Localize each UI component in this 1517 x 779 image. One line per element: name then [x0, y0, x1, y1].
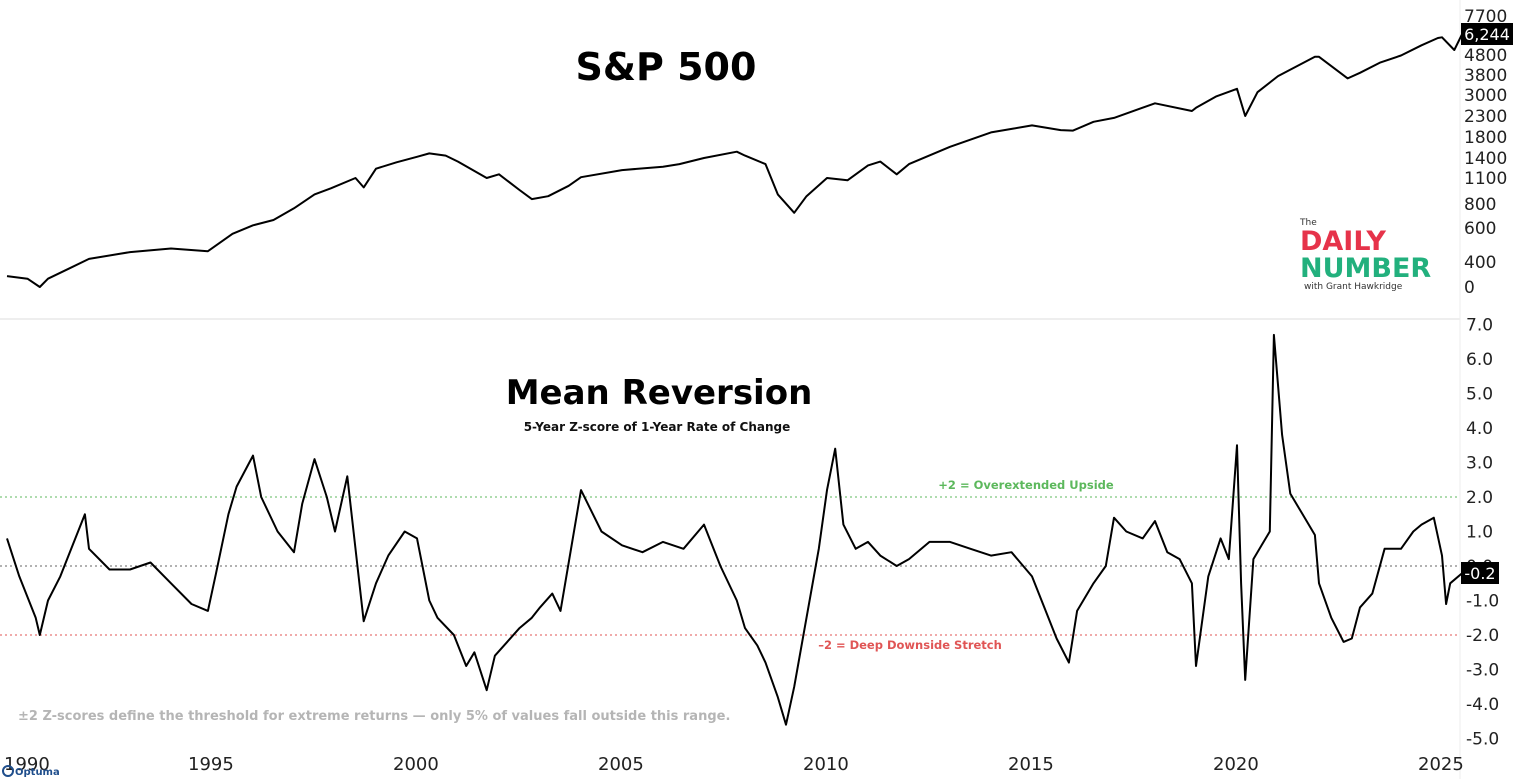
x-tick-label: 2020: [1213, 754, 1259, 775]
top-y-tick-label: 800: [1464, 195, 1496, 215]
x-axis: 1990 1995 2000 2005 2010 2015 2020 2025: [4, 754, 1464, 775]
bottom-y-tick-label: -1.0: [1466, 592, 1499, 612]
bottom-y-tick-label: 2.0: [1466, 488, 1493, 508]
daily-number-logo: The DAILY NUMBER with Grant Hawkridge: [1299, 218, 1431, 292]
bottom-y-tick-label: -4.0: [1466, 695, 1499, 715]
top-y-tick-label: 1400: [1464, 149, 1507, 169]
bottom-y-tick-label: 7.0: [1466, 316, 1493, 336]
bottom-y-tick-label: 4.0: [1466, 419, 1493, 439]
bottom-y-tick-label: 5.0: [1466, 385, 1493, 405]
top-y-tick-label: 1100: [1464, 169, 1507, 189]
top-y-tick-label: 2300: [1464, 107, 1507, 127]
x-tick-label: 1995: [188, 754, 234, 775]
bottom-y-tick-label: -5.0: [1466, 730, 1499, 750]
optuma-icon: [2, 765, 14, 777]
x-tick-label: 2000: [393, 754, 439, 775]
x-tick-label: 2010: [803, 754, 849, 775]
bottom-y-tick-label: 3.0: [1466, 454, 1493, 474]
footnote: ±2 Z-scores define the threshold for ext…: [18, 709, 730, 724]
sp500-series-line: [6, 32, 1464, 288]
top-y-tick-label: 1800: [1464, 128, 1507, 148]
annotation-overextended: +2 = Overextended Upside: [938, 478, 1114, 492]
optuma-watermark: Optuma: [2, 765, 60, 778]
bottom-y-tick-label: 6.0: [1466, 350, 1493, 370]
optuma-label: Optuma: [15, 767, 60, 778]
bottom-y-tick-label: -3.0: [1466, 661, 1499, 681]
top-y-tick-label: 400: [1464, 253, 1496, 273]
top-y-tick-label: 4800: [1464, 46, 1507, 66]
top-y-tick-label: 3800: [1464, 66, 1507, 86]
zscore-last-value: -0.2: [1464, 564, 1495, 583]
zscore-last-value-badge: [1461, 562, 1499, 584]
bottom-y-axis: 7.06.05.04.03.02.01.00.0-1.0-2.0-3.0-4.0…: [1466, 316, 1499, 750]
logo-number: NUMBER: [1300, 253, 1431, 284]
logo-byline: with Grant Hawkridge: [1304, 282, 1403, 292]
bottom-subtitle: 5-Year Z-score of 1-Year Rate of Change: [524, 420, 791, 434]
sp500-last-value-badge: [1461, 23, 1513, 45]
logo-the: The: [1299, 218, 1317, 228]
top-y-tick-label: 600: [1464, 219, 1496, 239]
x-tick-label: 2015: [1008, 754, 1054, 775]
top-y-tick-label: 0: [1464, 278, 1475, 298]
x-tick-label: 2025: [1418, 754, 1464, 775]
top-title: S&P 500: [576, 45, 757, 89]
x-tick-label: 2005: [598, 754, 644, 775]
logo-daily: DAILY: [1300, 226, 1386, 257]
x-tick-label: 1990: [4, 754, 50, 775]
top-y-tick-label: 3000: [1464, 86, 1507, 106]
sp500-last-value: 6,244: [1464, 25, 1510, 44]
top-y-tick-label: 7700: [1464, 7, 1507, 27]
zscore-series-line: [6, 333, 1464, 726]
bottom-y-tick-label: 1.0: [1466, 523, 1493, 543]
bottom-y-tick-label: -2.0: [1466, 626, 1499, 646]
annotation-downside: –2 = Deep Downside Stretch: [818, 638, 1002, 652]
bottom-title: Mean Reversion: [506, 373, 813, 413]
